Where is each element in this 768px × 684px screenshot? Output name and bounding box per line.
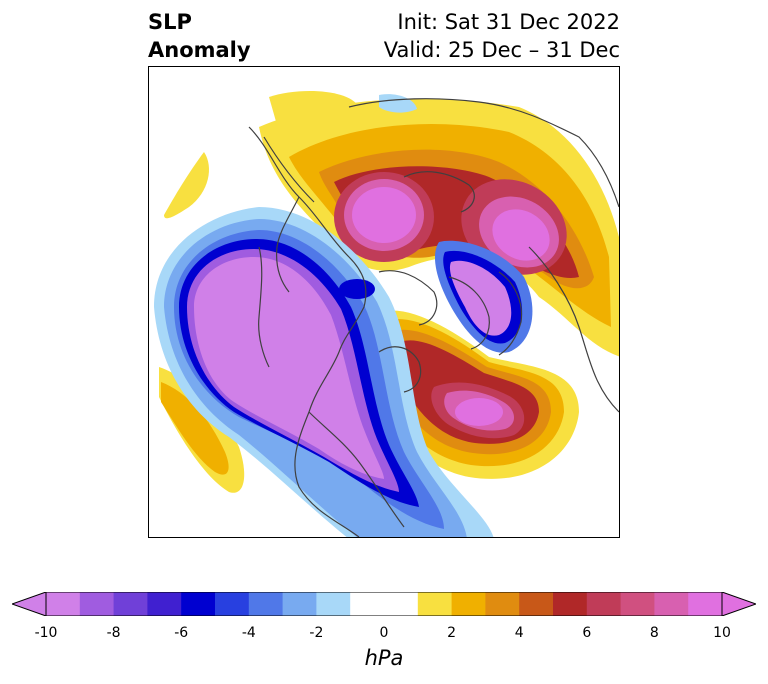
colorbar-tick-label: 4 (514, 625, 524, 641)
chart-subtitle: Init: Sat 31 Dec 2022 Valid: 25 Dec – 31… (384, 8, 620, 64)
colorbar-bin (519, 592, 554, 616)
positive-anomaly-pacific (159, 152, 245, 493)
colorbar-bin (485, 592, 520, 616)
init-date: Init: Sat 31 Dec 2022 (397, 10, 620, 34)
colorbar-bin (417, 592, 453, 616)
colorbar-bin (113, 592, 148, 616)
colorbar-tick-label: 6 (582, 625, 592, 641)
slp-anomaly-map (154, 91, 619, 537)
colorbar-tick-label: 2 (447, 625, 457, 641)
chart-title: SLP Anomaly (148, 8, 251, 64)
colorbar-tick-label: -10 (34, 625, 58, 641)
colorbar-tick-label: -4 (241, 625, 256, 641)
colorbar-bin (215, 592, 250, 616)
colorbar-bin (451, 592, 486, 616)
colorbar (12, 592, 756, 616)
title-line-2: Anomaly (148, 38, 251, 62)
colorbar-tick-label: 0 (379, 625, 389, 641)
colorbar-bin (586, 592, 622, 616)
colorbar-bin (654, 592, 689, 616)
colorbar-bin (282, 592, 317, 616)
colorbar-bin (384, 592, 419, 616)
colorbar-tick-label: 10 (713, 625, 731, 641)
coastlines (248, 98, 619, 537)
colorbar-tick-label: -8 (106, 625, 121, 641)
colorbar-bin (316, 592, 351, 616)
colorbar-bin (181, 592, 216, 616)
negative-anomaly-pacific (154, 94, 533, 537)
colorbar-bin (688, 592, 723, 616)
colorbar-bin (147, 592, 182, 616)
colorbar-tick-label: -6 (174, 625, 189, 641)
colorbar-unit-label: hPa (364, 646, 404, 670)
colorbar-bin (79, 592, 115, 616)
colorbar-bin (248, 592, 284, 616)
colorbar-min-arrow (12, 592, 46, 616)
colorbar-bin (46, 592, 81, 616)
colorbar-tick-label: -2 (309, 625, 324, 641)
colorbar-bin (350, 592, 385, 616)
colorbar-bin (620, 592, 655, 616)
colorbar-max-arrow (722, 592, 756, 616)
colorbar-tick-label: 8 (649, 625, 659, 641)
positive-anomaly-atlantic (357, 310, 579, 479)
valid-range: Valid: 25 Dec – 31 Dec (383, 38, 620, 62)
map-panel (148, 66, 620, 538)
colorbar-bin (553, 592, 588, 616)
title-line-1: SLP (148, 10, 192, 34)
